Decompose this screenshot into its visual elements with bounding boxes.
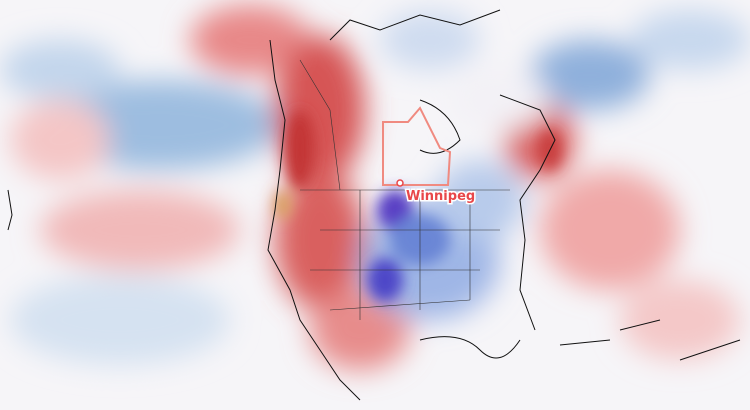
borders	[299, 59, 510, 320]
city-marker	[396, 179, 404, 187]
coastlines	[7, 9, 741, 401]
city-label: Winnipeg	[406, 189, 475, 204]
manitoba-outline	[382, 106, 452, 186]
